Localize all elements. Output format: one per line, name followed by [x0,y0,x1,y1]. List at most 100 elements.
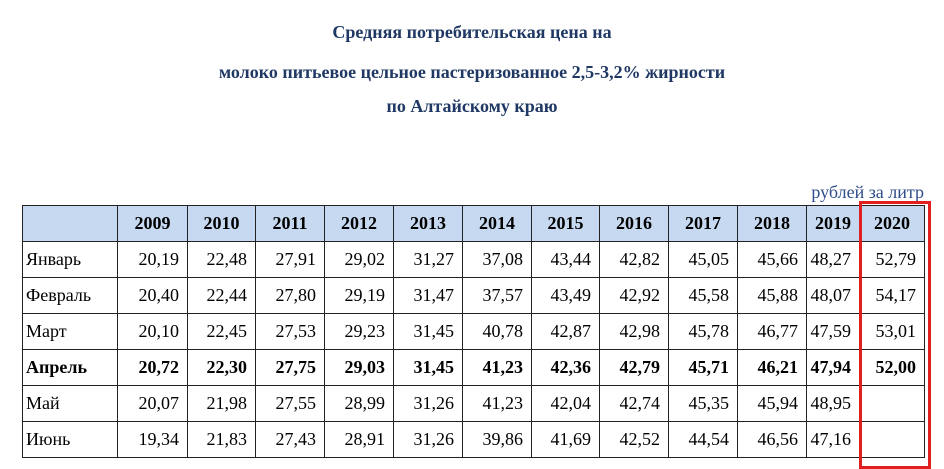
price-cell: 20,19 [117,241,188,278]
price-cell: 27,55 [255,385,325,422]
price-cell: 27,53 [255,313,325,350]
price-cell: 45,71 [668,349,738,386]
month-cell: Январь [22,241,118,278]
price-cell: 42,74 [599,385,669,422]
column-header: 2012 [324,205,394,242]
price-table: 2009 2010 2011 2012 2013 2014 2015 2016 2017 2018… [22,205,925,458]
price-cell: 27,80 [255,277,325,314]
column-header: 2014 [462,205,532,242]
corner-cell [22,205,118,242]
month-cell: Июнь [22,421,118,458]
price-cell: 47,59 [806,313,860,350]
column-header: 2010 [187,205,256,242]
price-cell: 45,78 [668,313,738,350]
month-cell: Май [22,385,118,422]
unit-label: рублей за литр [811,182,924,202]
price-cell: 42,79 [599,349,669,386]
price-cell: 31,45 [393,349,463,386]
header-row: 2009 2010 2011 2012 2013 2014 2015 2016 2017 2018… [22,205,925,242]
price-cell: 22,45 [187,313,256,350]
price-cell: 27,43 [255,421,325,458]
price-cell: 31,45 [393,313,463,350]
price-cell: 39,86 [462,421,532,458]
table-row: Май 20,07 21,98 27,55 28,99 31,26 41,23 42,04 42… [22,385,925,422]
price-cell: 27,91 [255,241,325,278]
price-cell: 42,98 [599,313,669,350]
price-cell: 45,66 [737,241,807,278]
price-cell: 48,27 [806,241,860,278]
highlight-box [859,201,931,469]
price-cell: 45,35 [668,385,738,422]
price-cell: 47,94 [806,349,860,386]
price-cell: 20,40 [117,277,188,314]
price-cell: 31,26 [393,385,463,422]
table-row: Апрель 20,72 22,30 27,75 29,03 31,45 41,23 42,3… [22,349,925,386]
price-cell: 47,16 [806,421,860,458]
month-cell: Февраль [22,277,118,314]
price-cell: 48,07 [806,277,860,314]
price-cell: 46,56 [737,421,807,458]
column-header: 2011 [255,205,325,242]
table-row: Февраль 20,40 22,44 27,80 29,19 31,47 37,57 43,… [22,277,925,314]
price-cell: 46,21 [737,349,807,386]
price-cell: 31,27 [393,241,463,278]
price-cell: 45,88 [737,277,807,314]
price-cell: 52,00 [859,349,925,386]
price-cell: 45,58 [668,277,738,314]
price-cell: 31,26 [393,421,463,458]
price-cell: 41,23 [462,385,532,422]
table-row: Март 20,10 22,45 27,53 29,23 31,45 40,78 42,87 4… [22,313,925,350]
price-cell: 20,72 [117,349,188,386]
column-header: 2019 [806,205,860,242]
price-cell: 42,36 [531,349,600,386]
price-cell: 29,03 [324,349,394,386]
month-cell: Март [22,313,118,350]
title-line: по Алтайскому краю [386,96,558,116]
empty-cell [859,385,925,422]
price-cell: 20,10 [117,313,188,350]
column-header: 2020 [859,205,925,242]
price-cell: 54,17 [859,277,925,314]
column-header: 2017 [668,205,738,242]
price-cell: 41,23 [462,349,532,386]
price-cell: 42,04 [531,385,600,422]
column-header: 2015 [531,205,600,242]
price-cell: 37,57 [462,277,532,314]
price-cell: 44,54 [668,421,738,458]
price-cell: 27,75 [255,349,325,386]
price-cell: 43,44 [531,241,600,278]
column-header: 2016 [599,205,669,242]
price-cell: 29,19 [324,277,394,314]
column-header: 2018 [737,205,807,242]
price-cell: 41,69 [531,421,600,458]
price-cell: 29,23 [324,313,394,350]
title-line: Средняя потребительская цена на [332,22,612,42]
price-cell: 45,94 [737,385,807,422]
price-cell: 42,52 [599,421,669,458]
price-cell: 21,83 [187,421,256,458]
price-cell: 29,02 [324,241,394,278]
price-cell: 42,82 [599,241,669,278]
price-cell: 28,91 [324,421,394,458]
table-row: Июнь 19,34 21,83 27,43 28,91 31,26 39,86 41,69 4… [22,421,925,458]
price-cell: 20,07 [117,385,188,422]
price-cell: 22,44 [187,277,256,314]
price-cell: 22,48 [187,241,256,278]
empty-cell [859,421,925,458]
price-cell: 31,47 [393,277,463,314]
price-cell: 45,05 [668,241,738,278]
price-cell: 19,34 [117,421,188,458]
price-cell: 42,92 [599,277,669,314]
title-line: молоко питьевое цельное пастеризованное … [218,62,726,82]
column-header: 2009 [117,205,188,242]
price-cell: 48,95 [806,385,860,422]
price-cell: 43,49 [531,277,600,314]
column-header: 2013 [393,205,463,242]
price-cell: 37,08 [462,241,532,278]
price-cell: 28,99 [324,385,394,422]
price-cell: 42,87 [531,313,600,350]
price-cell: 21,98 [187,385,256,422]
table-row: Январь 20,19 22,48 27,91 29,02 31,27 37,08 43,4… [22,241,925,278]
price-cell: 22,30 [187,349,256,386]
